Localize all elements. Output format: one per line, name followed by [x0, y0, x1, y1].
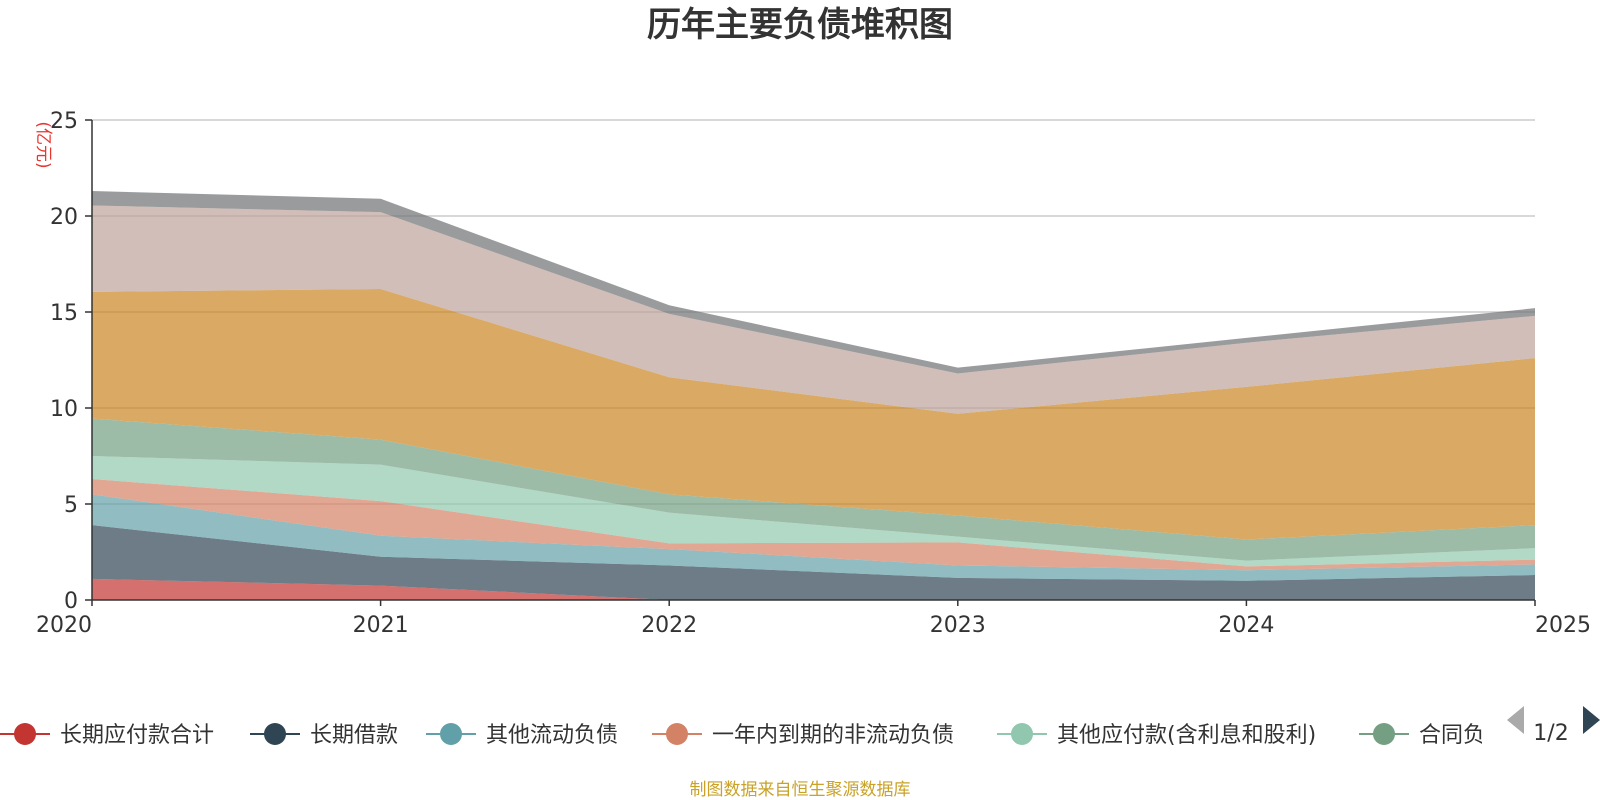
legend-page-indicator: 1/2 [1533, 721, 1568, 746]
legend-prev-icon[interactable] [1507, 706, 1524, 734]
area-series [92, 191, 1535, 600]
legend-item[interactable]: 其他应付款(含利息和股利) [997, 723, 1316, 748]
y-tick-label: 5 [64, 493, 78, 518]
legend-label: 其他应付款(含利息和股利) [1057, 723, 1316, 748]
legend-circle-icon [1011, 723, 1033, 745]
data-source-note: 制图数据来自恒生聚源数据库 [690, 780, 911, 800]
legend-label: 合同负 [1419, 723, 1485, 748]
legend-next-icon[interactable] [1583, 706, 1600, 734]
legend-circle-icon [14, 723, 36, 745]
y-tick-label: 25 [50, 109, 78, 134]
area-series-7 [92, 205, 1535, 414]
legend-label: 一年内到期的非流动负债 [712, 723, 954, 748]
y-tick-label: 10 [50, 397, 78, 422]
x-tick-label: 2025 [1535, 613, 1591, 638]
legend-item[interactable]: 其他流动负债 [426, 723, 618, 748]
legend-circle-icon [264, 723, 286, 745]
legend-label: 长期借款 [310, 723, 398, 748]
x-tick-label: 2022 [641, 613, 697, 638]
area-series-0 [92, 578, 1535, 600]
area-series-4 [92, 456, 1535, 567]
legend-pager: 1/2 [1507, 706, 1600, 746]
legend-item[interactable]: 合同负 [1359, 723, 1485, 748]
area-series-3 [92, 479, 1535, 571]
legend-circle-icon [440, 723, 462, 745]
y-axis-unit: (亿元) [33, 121, 53, 168]
y-tick-label: 20 [50, 205, 78, 230]
legend-items: 长期应付款合计 长期借款 其他流动负债 一年内到期的非流动负债 其他应付款(含利息和股利… [0, 723, 1485, 748]
x-tick-label: 2020 [36, 613, 92, 638]
legend-label: 长期应付款合计 [60, 723, 214, 748]
x-tick-label: 2023 [930, 613, 986, 638]
x-tick-label: 2024 [1218, 613, 1274, 638]
area-series-2 [92, 494, 1535, 581]
area-series-1 [92, 525, 1535, 600]
area-series-6 [92, 288, 1535, 540]
legend-circle-icon [1373, 723, 1395, 745]
legend-item[interactable]: 长期应付款合计 [0, 723, 214, 748]
area-series-5 [92, 418, 1535, 561]
legend-item[interactable]: 一年内到期的非流动负债 [652, 723, 954, 748]
chart-title: 历年主要负债堆积图 [647, 5, 953, 45]
x-tick-label: 2021 [353, 613, 409, 638]
y-tick-label: 0 [64, 589, 78, 614]
legend-item[interactable]: 长期借款 [250, 723, 398, 748]
legend-circle-icon [666, 723, 688, 745]
area-series-8 [92, 191, 1535, 374]
legend-label: 其他流动负债 [486, 723, 618, 748]
y-tick-label: 15 [50, 301, 78, 326]
legend: 长期应付款合计 长期借款 其他流动负债 一年内到期的非流动负债 其他应付款(含利息和股利… [0, 723, 1485, 748]
